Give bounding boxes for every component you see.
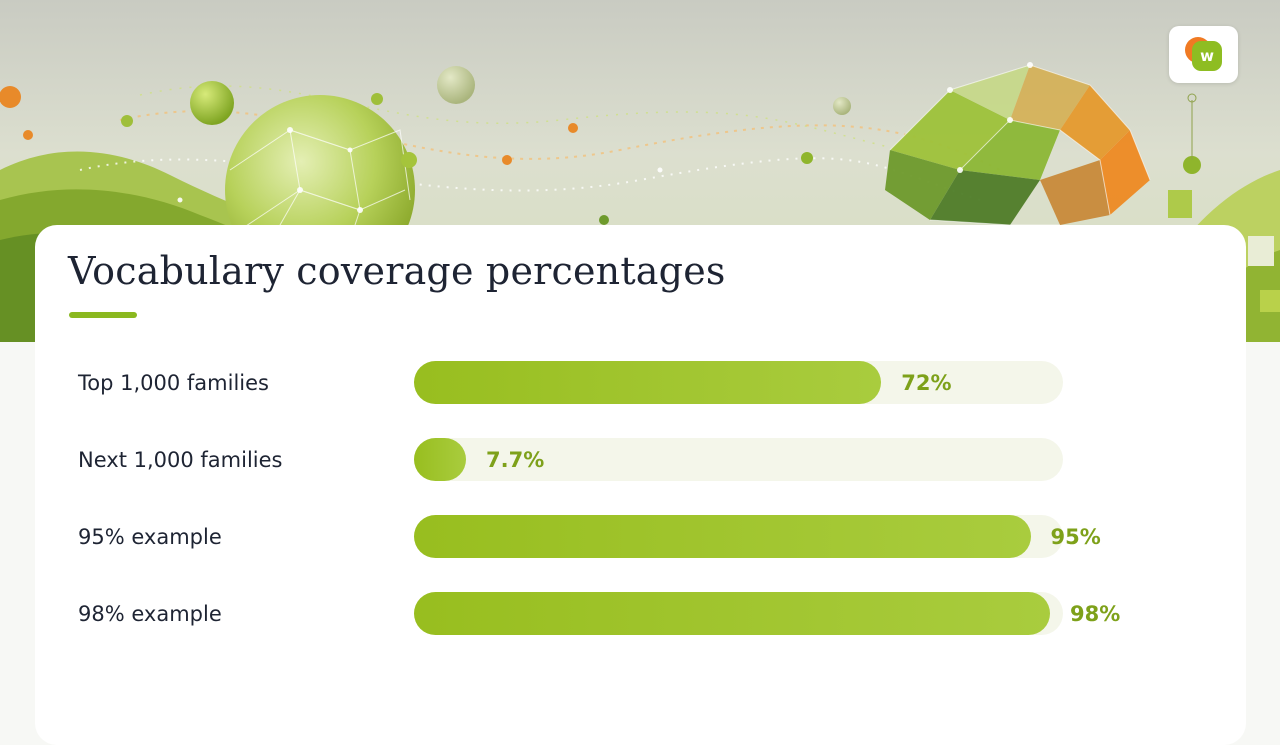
category-label: 98% example <box>78 602 222 626</box>
value-label: 72% <box>901 371 952 395</box>
bar-track <box>414 438 1063 481</box>
bar-fill <box>414 361 882 404</box>
brand-logo: w <box>1169 26 1238 83</box>
page-title: Vocabulary coverage percentages <box>68 249 726 293</box>
category-label: 95% example <box>78 525 222 549</box>
bar-row: 95% example 95% <box>35 515 1246 559</box>
bar-fill <box>414 592 1051 635</box>
value-label: 95% <box>1050 525 1101 549</box>
title-accent-underline <box>69 312 137 318</box>
bar-row: Top 1,000 families 72% <box>35 361 1246 405</box>
category-label: Next 1,000 families <box>78 448 283 472</box>
chart-card: Vocabulary coverage percentages Top 1,00… <box>35 225 1246 745</box>
bar-fill <box>414 515 1031 558</box>
category-label: Top 1,000 families <box>78 371 269 395</box>
logo-letter: w <box>1192 41 1222 71</box>
bar-row: Next 1,000 families 7.7% <box>35 438 1246 482</box>
bar-row: 98% example 98% <box>35 592 1246 636</box>
value-label: 98% <box>1070 602 1121 626</box>
bar-fill <box>414 438 466 481</box>
value-label: 7.7% <box>486 448 545 472</box>
